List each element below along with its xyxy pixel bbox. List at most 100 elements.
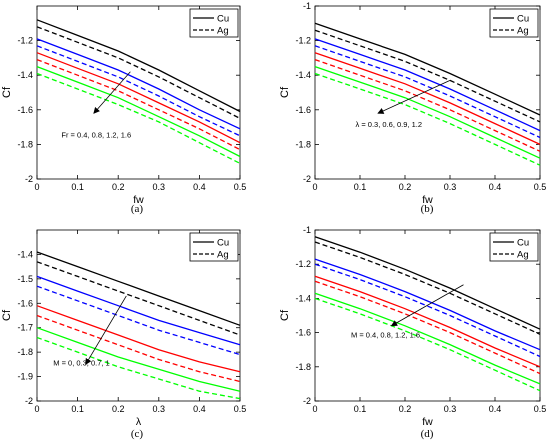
series-line-red-dashed: [36, 58, 241, 151]
series-line-red-solid: [314, 275, 541, 368]
y-tick-label: -1.2: [295, 36, 311, 46]
series-line-black-dashed: [314, 241, 541, 335]
series-line-red-solid: [36, 305, 241, 373]
y-tick-label: -1.4: [295, 293, 311, 303]
series-line-red-solid: [36, 52, 241, 144]
panel-label: (b): [421, 203, 434, 215]
x-tick-label: 0.1: [71, 182, 84, 192]
series-line-red-dashed: [36, 314, 241, 383]
y-tick-label: -1.8: [295, 139, 311, 149]
series-line-green-dashed: [314, 72, 541, 166]
y-tick-label: -1.7: [17, 323, 33, 333]
series-line-green-dashed: [36, 72, 241, 164]
y-tick-label: -2: [25, 174, 33, 184]
y-tick-label: -1.6: [17, 298, 33, 308]
series-line-black-solid: [36, 19, 241, 113]
x-tick-label: 0.3: [444, 404, 457, 414]
series-line-black-dashed: [36, 26, 241, 119]
series-line-blue-solid: [314, 258, 541, 351]
y-axis-label: Cf: [279, 309, 291, 321]
legend-box: [489, 8, 539, 38]
x-tick-label: 0.2: [399, 404, 412, 414]
x-axis-label: fw: [133, 194, 144, 206]
legend-box: [189, 8, 239, 38]
y-tick-label: -2: [25, 396, 33, 406]
panel-1: 0 0.1 0.2 0.3 0.4 0.5 -1.2 -1.4 -1.6 -1.8 -2 Fr = 0…: [1, 5, 247, 215]
panel-3: 0 0.1 0.2 0.3 0.4 0.5 -1.4 -1.5 -1.6 -1.7 -1.8 -1.9…: [1, 229, 247, 440]
series-line-black-dashed: [36, 261, 241, 336]
panel-label: (c): [131, 428, 144, 440]
legend-label: Ag: [217, 250, 229, 261]
series-line-black-solid: [314, 22, 541, 116]
x-tick-label: 0: [34, 404, 39, 414]
annotation-text: λ = 0.3, 0.6, 0.9, 1.2: [356, 120, 423, 129]
annotation-arrow: [93, 71, 131, 114]
y-tick-label: -1.6: [295, 328, 311, 338]
x-tick-label: 0: [312, 404, 317, 414]
x-axis-label: fw: [422, 416, 433, 428]
x-tick-label: 0.4: [193, 404, 206, 414]
series-line-blue-dashed: [314, 45, 541, 139]
y-tick-label: -1.9: [17, 372, 33, 382]
series-line-green-solid: [314, 292, 541, 385]
x-tick-label: 0.3: [153, 404, 166, 414]
y-tick-label: -1.8: [295, 362, 311, 372]
series-line-green-dashed: [36, 336, 241, 400]
x-tick-label: 0.4: [489, 182, 502, 192]
legend-label: Cu: [517, 14, 529, 25]
annotation-arrow: [377, 80, 451, 114]
legend-label: Ag: [217, 26, 229, 37]
legend-box: [189, 232, 239, 262]
x-tick-label: 0.5: [234, 404, 247, 414]
annotation-text: M = 0.4, 0.8, 1.2, 1.6: [351, 331, 420, 340]
series-line-red-dashed: [314, 58, 541, 152]
y-tick-label: -1.8: [17, 347, 33, 357]
y-axis-label: Cf: [1, 86, 13, 98]
panel-label: (a): [131, 203, 144, 215]
x-tick-label: 0: [34, 182, 39, 192]
panel-2: 0 0.1 0.2 0.3 0.4 0.5 -1 -1.2 -1.4 -1.6 -1.8 -2 λ = …: [279, 1, 546, 215]
series-line-green-solid: [36, 65, 241, 158]
series-line-blue-solid: [314, 38, 541, 132]
x-tick-label: 0.2: [112, 404, 125, 414]
series-line-blue-solid: [36, 275, 241, 346]
series-line-blue-dashed: [36, 285, 241, 356]
y-axis-label: Cf: [279, 86, 291, 98]
x-tick-label: 0.5: [234, 182, 247, 192]
y-tick-label: -1.2: [295, 259, 311, 269]
series-line-black-solid: [314, 236, 541, 330]
series-line-black-solid: [36, 251, 241, 326]
series-line-red-dashed: [314, 280, 541, 375]
annotation-arrow: [390, 284, 464, 327]
y-tick-label: -1.5: [17, 274, 33, 284]
legend-label: Ag: [517, 250, 529, 261]
annotation-text: Fr = 0.4, 0.8, 1.2, 1.6: [61, 130, 131, 139]
panel-4: 0 0.1 0.2 0.3 0.4 0.5 -1 -1.2 -1.4 -1.6 -1.8 -2 M = …: [279, 225, 546, 440]
legend-label: Cu: [217, 14, 229, 25]
series-line-blue-dashed: [314, 263, 541, 358]
series-line-blue-solid: [36, 38, 241, 130]
panel-label: (d): [421, 428, 434, 440]
x-tick-label: 0.5: [534, 182, 547, 192]
y-tick-label: -1: [303, 1, 311, 11]
x-tick-label: 0.4: [193, 182, 206, 192]
y-tick-label: -1.4: [17, 70, 33, 80]
legend-label: Cu: [517, 238, 529, 249]
x-tick-label: 0.3: [444, 182, 457, 192]
y-tick-label: -1.6: [17, 105, 33, 115]
y-axis-label: Cf: [1, 309, 13, 321]
x-tick-label: 0.5: [534, 404, 547, 414]
y-tick-label: -1.4: [17, 249, 33, 259]
annotation-text: M = 0, 0.3, 0.7, 1: [53, 359, 110, 368]
series-line-green-solid: [314, 65, 541, 159]
x-tick-label: 0.2: [399, 182, 412, 192]
y-tick-label: -1.6: [295, 105, 311, 115]
x-tick-label: 0.1: [354, 182, 367, 192]
x-tick-label: 0: [312, 182, 317, 192]
series-line-green-dashed: [314, 297, 541, 392]
series-line-black-dashed: [314, 29, 541, 123]
